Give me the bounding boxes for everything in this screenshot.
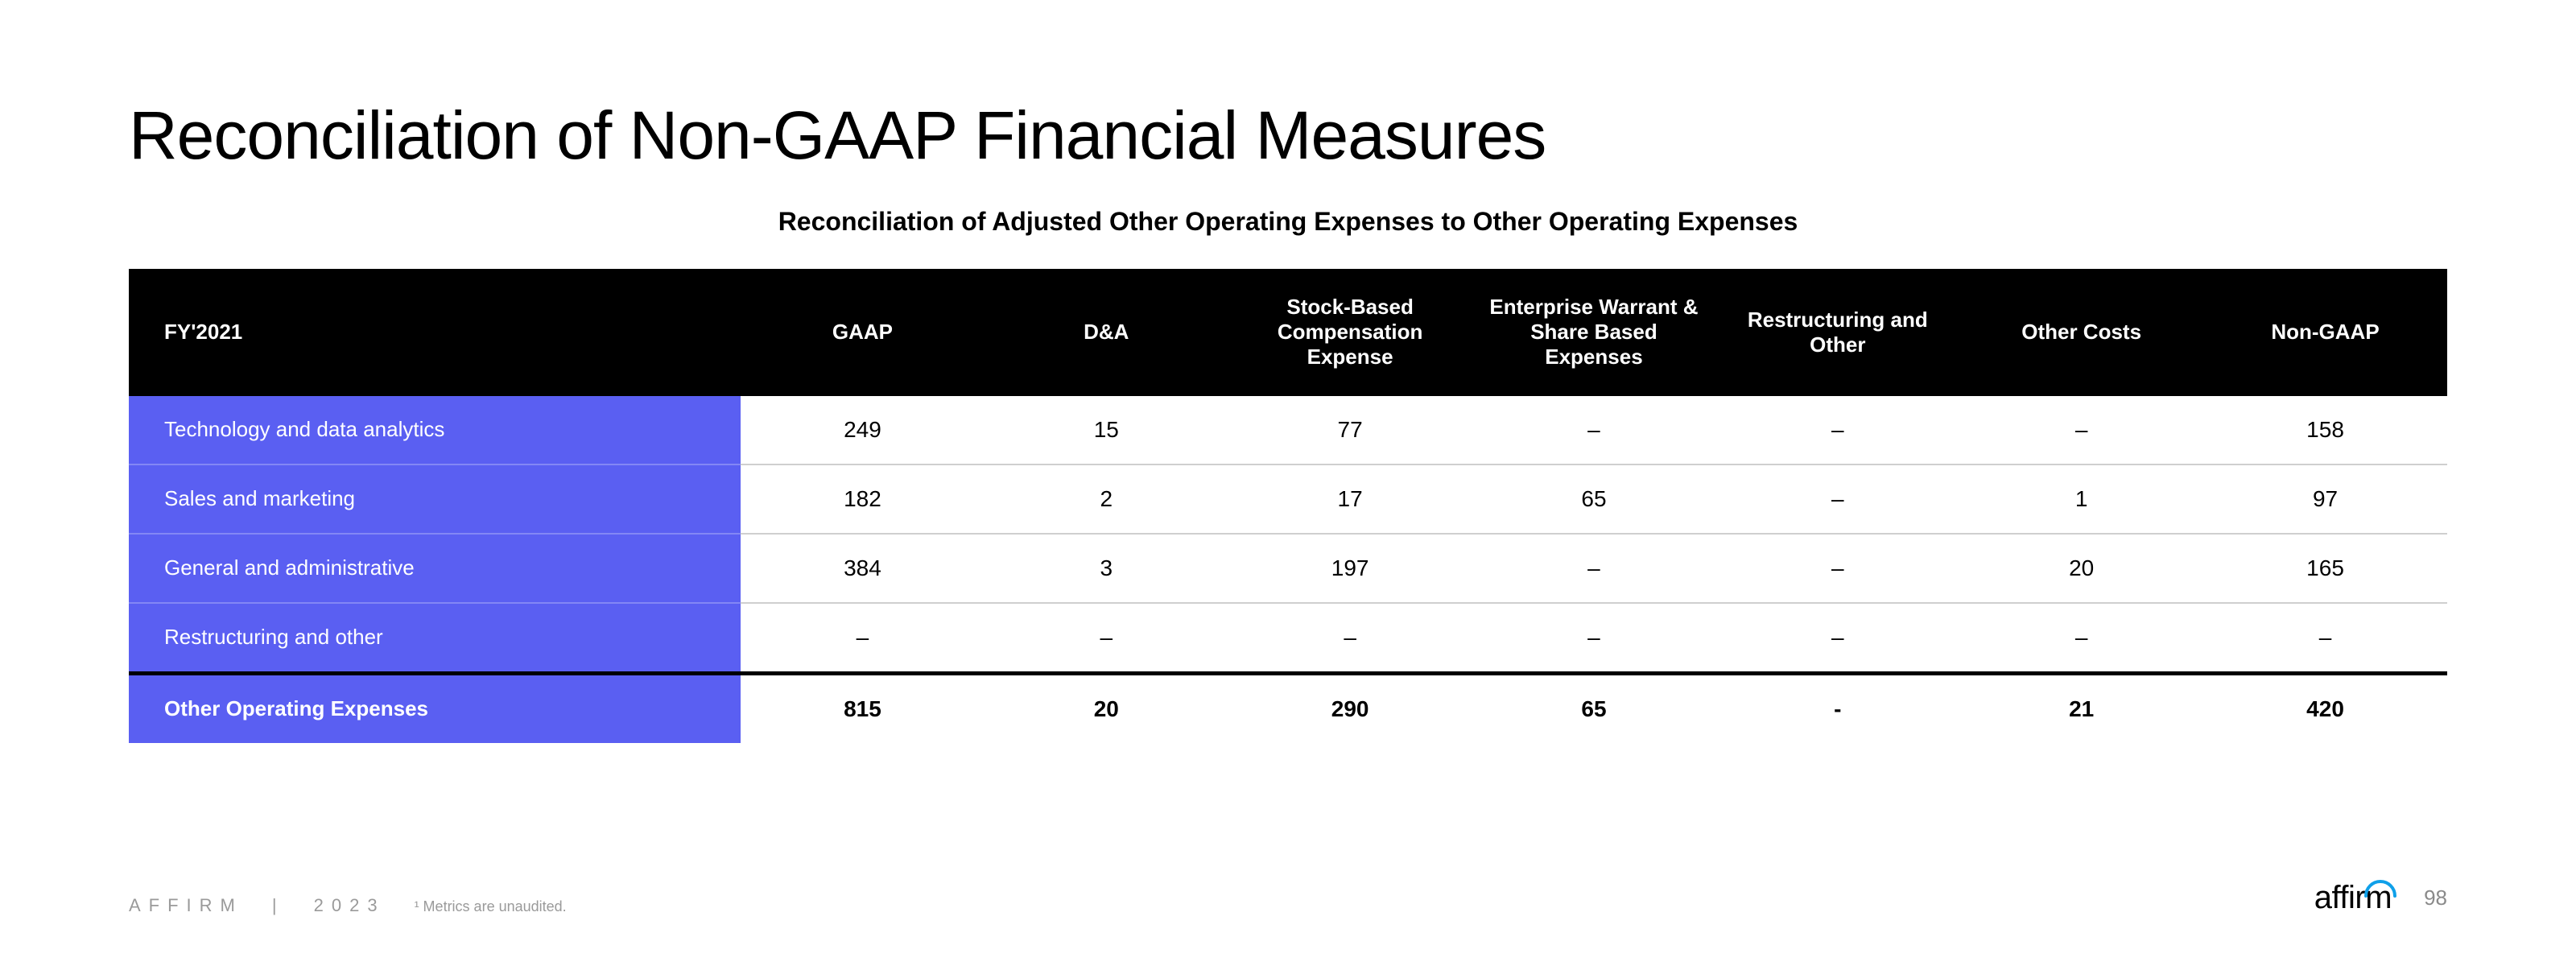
- reconciliation-table: FY'2021 GAAP D&A Stock-Based Compensatio…: [129, 269, 2447, 743]
- col-header: D&A: [985, 269, 1228, 396]
- cell: –: [741, 603, 985, 674]
- col-header: Restructuring and Other: [1715, 269, 1959, 396]
- period-label: FY'2021: [129, 269, 741, 396]
- cell: 3: [985, 534, 1228, 603]
- total-cell: 420: [2203, 673, 2447, 743]
- total-cell: 815: [741, 673, 985, 743]
- col-header: Other Costs: [1959, 269, 2203, 396]
- footer-left: AFFIRM | 2023 ¹ Metrics are unaudited.: [129, 895, 567, 916]
- table-body: Technology and data analytics 249 15 77 …: [129, 396, 2447, 743]
- table: FY'2021 GAAP D&A Stock-Based Compensatio…: [129, 269, 2447, 743]
- header-row: FY'2021 GAAP D&A Stock-Based Compensatio…: [129, 269, 2447, 396]
- row-label: Technology and data analytics: [129, 396, 741, 464]
- total-cell: 20: [985, 673, 1228, 743]
- page-number: 98: [2424, 886, 2447, 910]
- cell: 97: [2203, 464, 2447, 534]
- total-cell: 21: [1959, 673, 2203, 743]
- cell: 249: [741, 396, 985, 464]
- cell: 197: [1228, 534, 1472, 603]
- logo-arc-icon: [2364, 877, 2396, 898]
- footer-note: ¹ Metrics are unaudited.: [415, 898, 567, 915]
- table-row: Sales and marketing 182 2 17 65 – 1 97: [129, 464, 2447, 534]
- total-label: Other Operating Expenses: [129, 673, 741, 743]
- row-label: General and administrative: [129, 534, 741, 603]
- table-row: Restructuring and other – – – – – – –: [129, 603, 2447, 674]
- footer-divider: |: [272, 895, 285, 916]
- table-head: FY'2021 GAAP D&A Stock-Based Compensatio…: [129, 269, 2447, 396]
- slide: Reconciliation of Non-GAAP Financial Mea…: [0, 0, 2576, 966]
- cell: 158: [2203, 396, 2447, 464]
- cell: –: [1715, 603, 1959, 674]
- row-label: Sales and marketing: [129, 464, 741, 534]
- col-header: Non-GAAP: [2203, 269, 2447, 396]
- cell: –: [985, 603, 1228, 674]
- footer-year: 2023: [314, 895, 386, 916]
- cell: 20: [1959, 534, 2203, 603]
- cell: 182: [741, 464, 985, 534]
- table-row: Technology and data analytics 249 15 77 …: [129, 396, 2447, 464]
- cell: –: [1472, 603, 1716, 674]
- cell: 2: [985, 464, 1228, 534]
- cell: –: [2203, 603, 2447, 674]
- cell: –: [1959, 396, 2203, 464]
- affirm-logo: affirm: [2314, 880, 2392, 916]
- cell: –: [1472, 534, 1716, 603]
- cell: –: [1228, 603, 1472, 674]
- cell: 17: [1228, 464, 1472, 534]
- cell: –: [1715, 464, 1959, 534]
- col-header: Enterprise Warrant & Share Based Expense…: [1472, 269, 1716, 396]
- row-label: Restructuring and other: [129, 603, 741, 674]
- cell: 15: [985, 396, 1228, 464]
- cell: –: [1472, 396, 1716, 464]
- cell: –: [1715, 534, 1959, 603]
- total-row: Other Operating Expenses 815 20 290 65 -…: [129, 673, 2447, 743]
- table-row: General and administrative 384 3 197 – –…: [129, 534, 2447, 603]
- cell: –: [1959, 603, 2203, 674]
- subtitle: Reconciliation of Adjusted Other Operati…: [129, 207, 2447, 237]
- footer-right: affirm 98: [2314, 880, 2447, 916]
- cell: 65: [1472, 464, 1716, 534]
- cell: 384: [741, 534, 985, 603]
- footer: AFFIRM | 2023 ¹ Metrics are unaudited. a…: [129, 880, 2447, 916]
- col-header: Stock-Based Compensation Expense: [1228, 269, 1472, 396]
- page-title: Reconciliation of Non-GAAP Financial Mea…: [129, 97, 2447, 175]
- total-cell: 65: [1472, 673, 1716, 743]
- cell: 165: [2203, 534, 2447, 603]
- cell: –: [1715, 396, 1959, 464]
- footer-company: AFFIRM: [129, 895, 243, 916]
- col-header: GAAP: [741, 269, 985, 396]
- total-cell: 290: [1228, 673, 1472, 743]
- cell: 1: [1959, 464, 2203, 534]
- total-cell: -: [1715, 673, 1959, 743]
- cell: 77: [1228, 396, 1472, 464]
